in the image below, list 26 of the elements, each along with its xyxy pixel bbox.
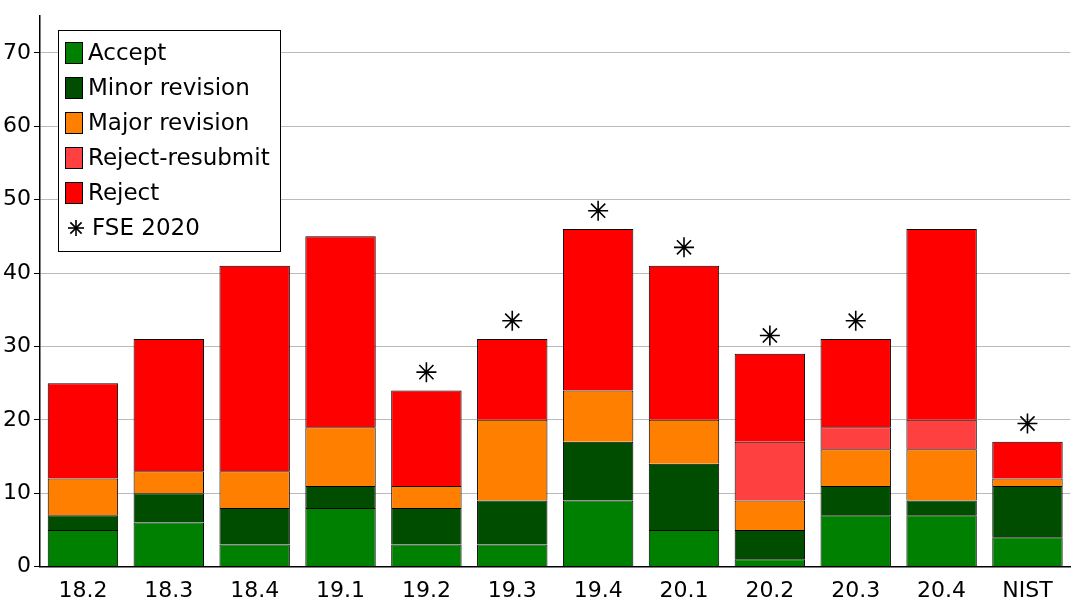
x-tick-label: 19.4 — [573, 576, 623, 602]
legend-label: Minor revision — [87, 73, 250, 103]
y-tick-label: 70 — [2, 38, 31, 64]
legend-label: Reject — [87, 178, 160, 208]
legend-label: Major revision — [87, 108, 250, 138]
x-tick-label: 18.2 — [58, 576, 108, 602]
y-tick-label: 40 — [2, 258, 31, 284]
legend-label: FSE 2020 — [91, 213, 200, 243]
x-tick-label: 20.1 — [659, 576, 709, 602]
legend-label: Reject-resubmit — [87, 143, 270, 173]
x-tick-label: 20.4 — [917, 576, 967, 602]
y-tick-label: 60 — [2, 112, 31, 137]
x-tick-label: 19.2 — [401, 576, 451, 602]
x-tick-label: 19.3 — [487, 576, 537, 602]
y-tick-label: 20 — [2, 405, 31, 431]
x-tick-label: 19.1 — [316, 576, 366, 602]
legend-label: Accept — [87, 38, 167, 68]
x-tick-label: 20.2 — [745, 576, 795, 602]
x-tick-label: 20.3 — [831, 576, 881, 602]
x-tick-label: 18.3 — [144, 576, 194, 602]
y-tick-label: 50 — [2, 185, 31, 211]
y-tick-label: 30 — [2, 332, 31, 358]
y-tick-label: 10 — [2, 478, 31, 504]
x-tick-label: 18.4 — [230, 576, 280, 602]
y-tick-label: 0 — [16, 552, 31, 578]
x-tick-label: NIST — [1002, 576, 1054, 602]
